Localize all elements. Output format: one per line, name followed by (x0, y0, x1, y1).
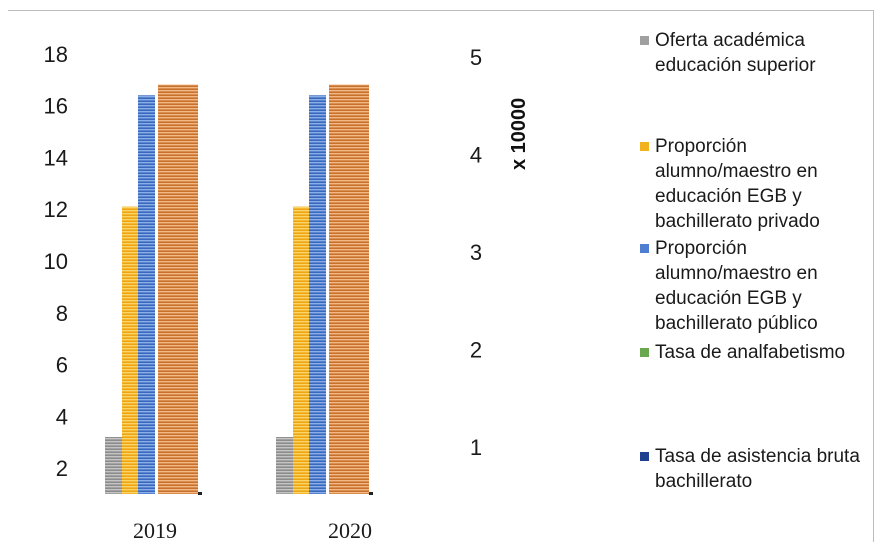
bar-2019-series-5 (158, 84, 198, 494)
legend-label: Tasa de asistencia bruta bachillerato (655, 446, 860, 492)
bar-2020-series-5 (329, 84, 369, 494)
left-axis-tick-label: 4 (56, 404, 68, 429)
left-axis-tick-label: 14 (44, 145, 68, 170)
bar-2020-series-1 (293, 206, 310, 494)
right-axis-tick-label: 5 (470, 45, 482, 70)
legend-label: Oferta académica educación superior (655, 30, 816, 76)
legend-item: Proporción alumno/maestro en educación E… (640, 134, 876, 234)
legend-swatch (640, 452, 649, 461)
right-axis-unit-label: x 10000 (508, 98, 530, 170)
bar-2020-series-0 (276, 437, 294, 494)
legend-swatch (640, 244, 649, 253)
legend-item: Tasa de analfabetismo (640, 340, 876, 365)
left-axis-tick-label: 6 (56, 353, 68, 378)
legend-item: Proporción alumno/maestro en educación E… (640, 236, 876, 336)
left-axis-tick-label: 8 (56, 301, 68, 326)
bar-2019-series-2 (138, 95, 155, 495)
right-axis-tick-label: 2 (470, 338, 482, 363)
left-axis-tick-label: 16 (44, 94, 68, 119)
left-axis-tick-label: 18 (44, 42, 68, 67)
x-axis-tick-label: 2019 (133, 518, 177, 543)
bar-2019-series-1 (122, 206, 139, 494)
legend-label: Tasa de analfabetismo (655, 342, 846, 363)
right-axis-tick-label: 3 (470, 240, 482, 265)
left-axis-tick-label: 10 (44, 249, 68, 274)
bar-2019-series-0 (105, 437, 123, 494)
legend-label: Proporción alumno/maestro en educación E… (655, 238, 818, 334)
baseline-tick (198, 492, 202, 495)
left-axis-tick-label: 2 (56, 456, 68, 481)
bar-2020-series-2 (309, 95, 326, 495)
legend-item: Oferta académica educación superior (640, 28, 876, 78)
legend-label: Proporción alumno/maestro en educación E… (655, 136, 820, 232)
chart-frame (8, 10, 874, 542)
right-axis-tick-label: 1 (470, 435, 482, 460)
right-axis-tick-label: 4 (470, 143, 482, 168)
left-axis-tick-label: 12 (44, 197, 68, 222)
legend-swatch (640, 36, 649, 45)
legend-item: Tasa de asistencia bruta bachillerato (640, 444, 876, 494)
legend-swatch (640, 142, 649, 151)
legend-swatch (640, 348, 649, 357)
x-axis-tick-label: 2020 (328, 518, 372, 543)
baseline-tick (369, 492, 373, 495)
